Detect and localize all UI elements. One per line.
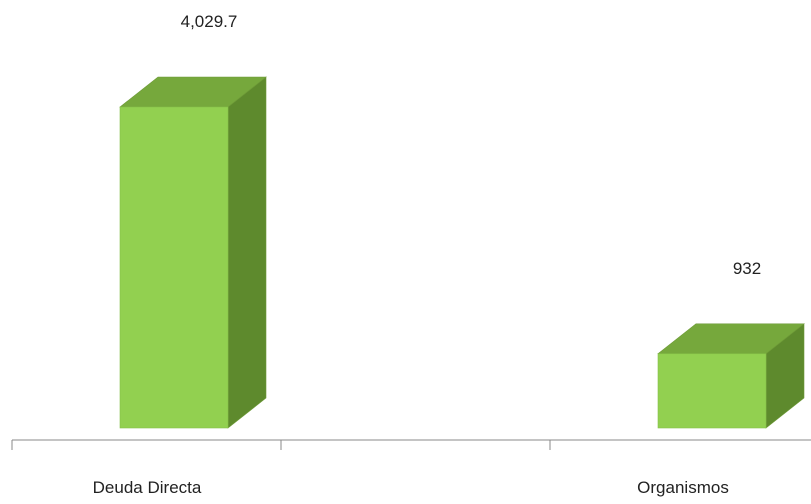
bar <box>657 323 805 429</box>
bars-layer <box>119 76 805 429</box>
x-tick-label: Deuda Directa <box>93 478 202 497</box>
labels-layer: 4,029.7 932 Deuda Directa Organismos <box>93 12 762 497</box>
data-label: 932 <box>733 259 761 278</box>
bar <box>119 76 267 429</box>
x-tick-label: Organismos <box>637 478 729 497</box>
bar-front-face <box>119 106 229 429</box>
bar-front-face <box>657 353 767 429</box>
data-label: 4,029.7 <box>181 12 238 31</box>
bar-side-face <box>227 76 267 429</box>
x-axis <box>11 439 811 450</box>
